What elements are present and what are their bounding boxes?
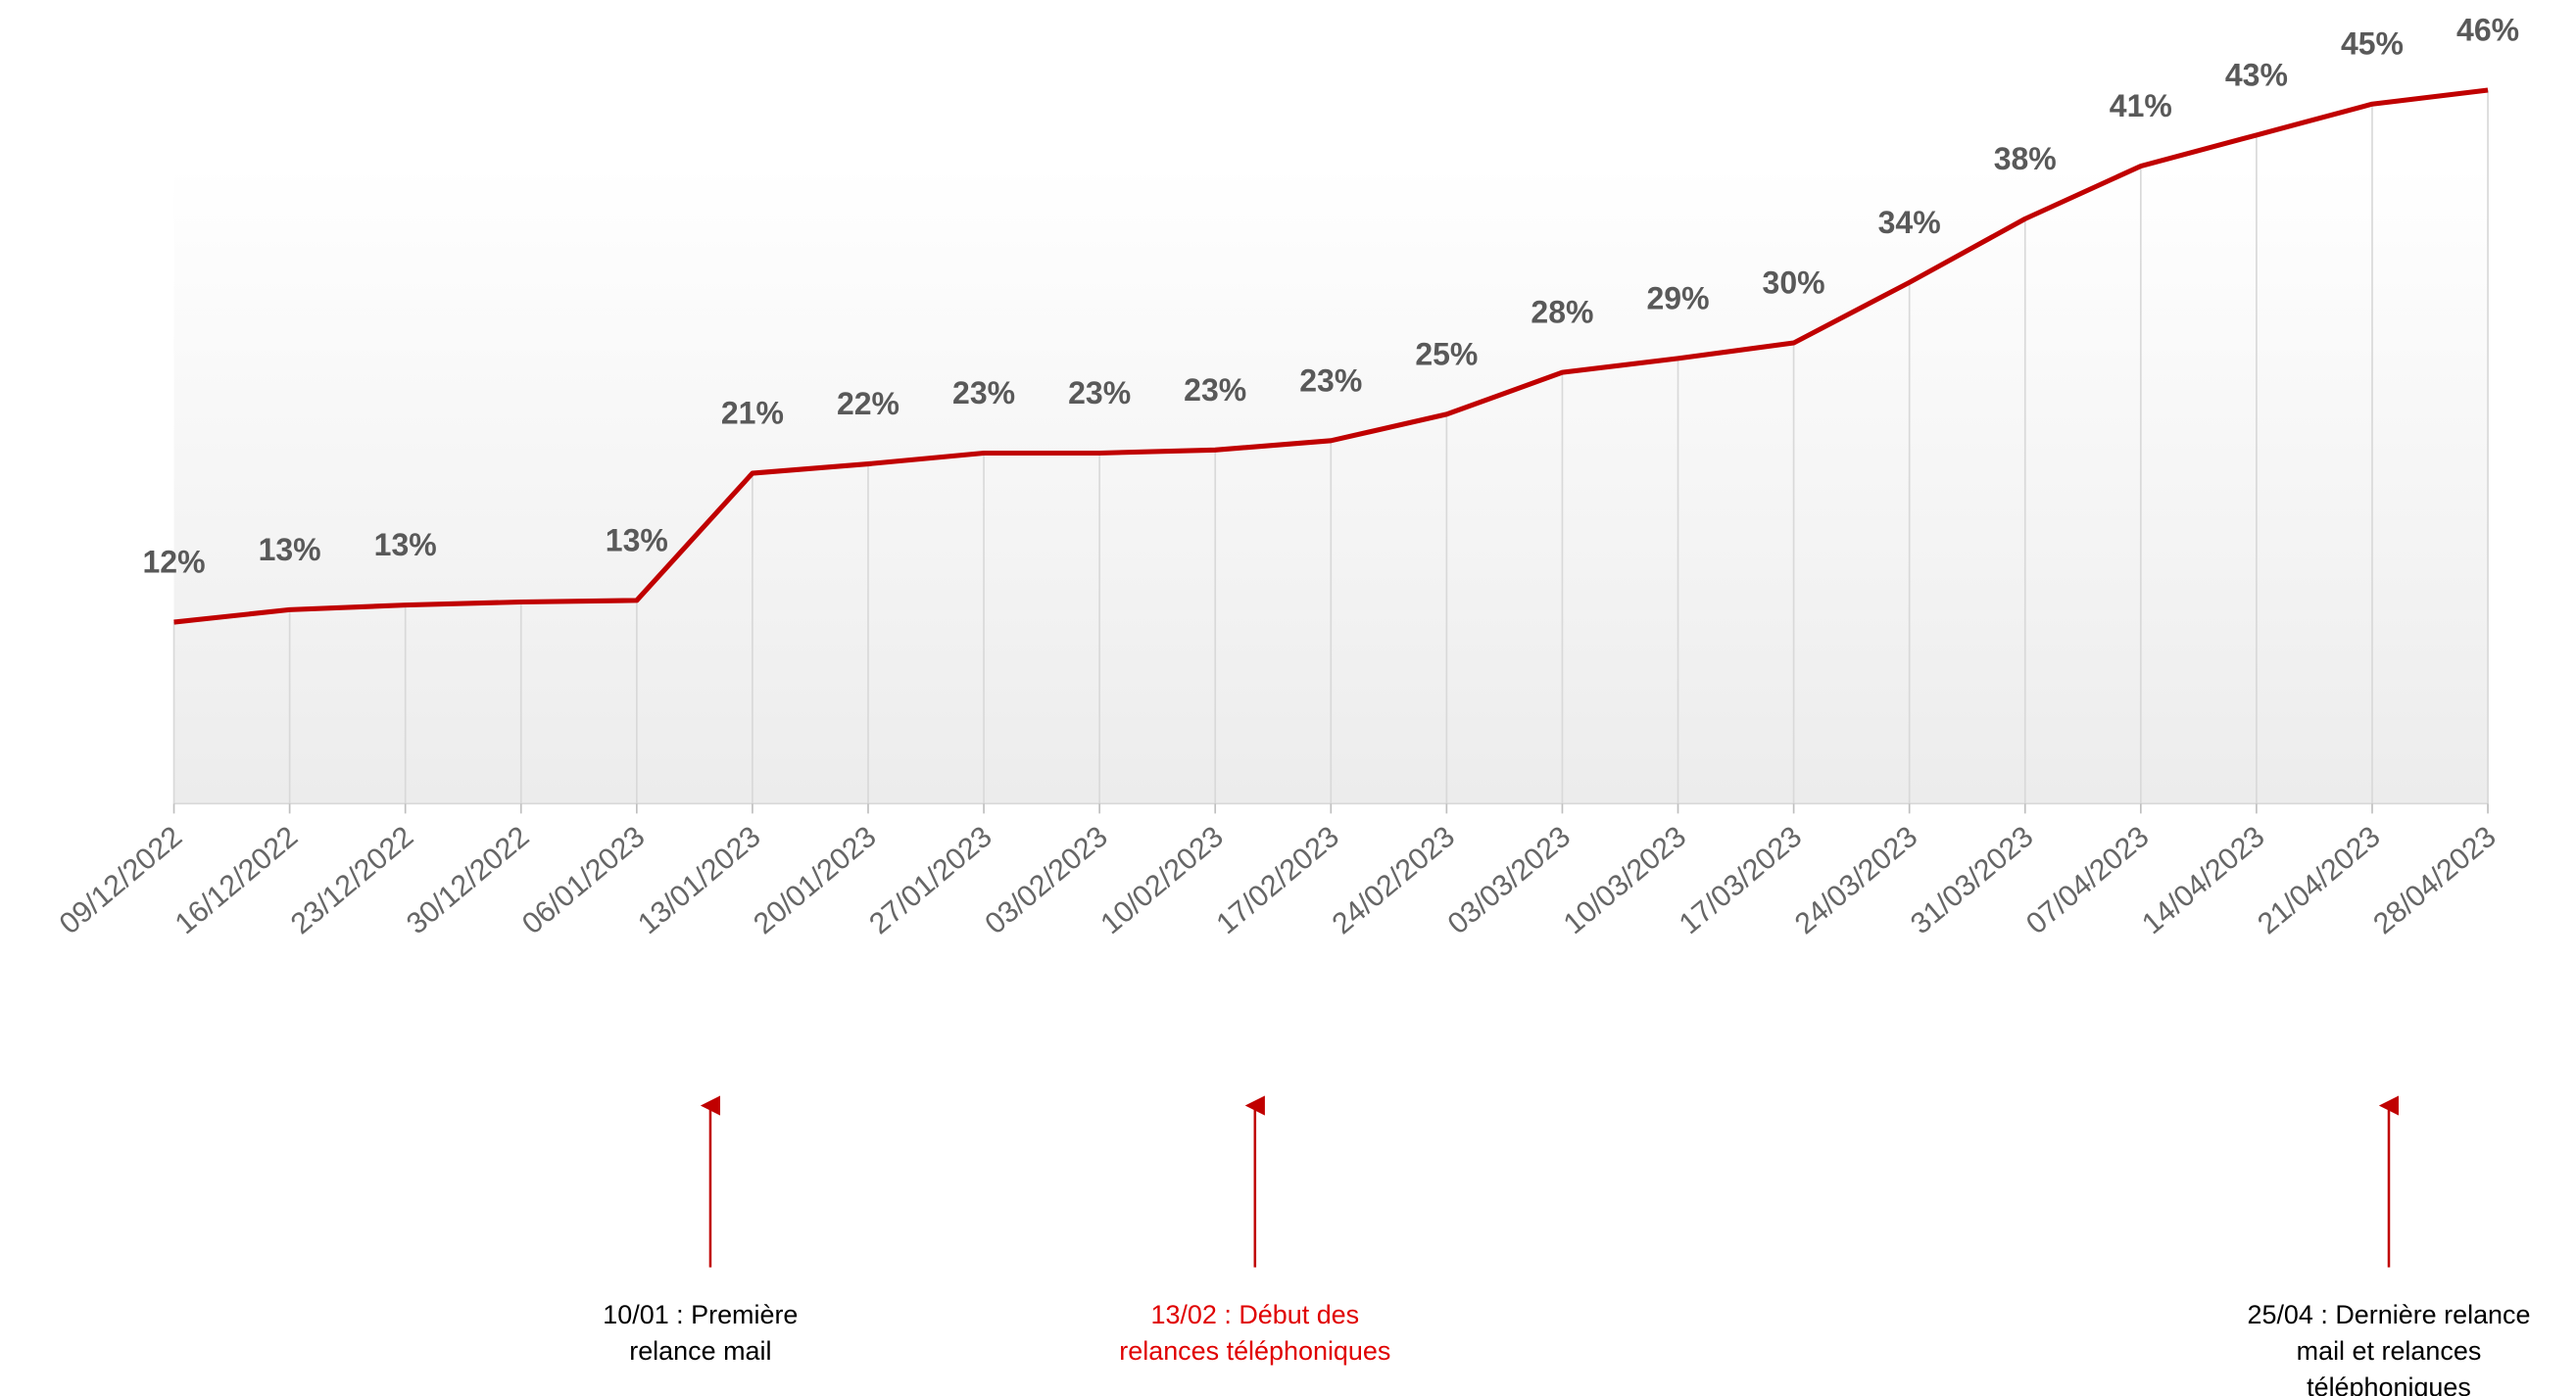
data-label: 22% [837, 386, 899, 421]
data-label: 46% [2456, 12, 2519, 47]
data-label: 29% [1646, 280, 1709, 315]
data-label: 13% [606, 522, 668, 557]
data-label: 21% [721, 396, 784, 431]
data-label: 38% [1994, 141, 2057, 176]
x-tick-label: 03/02/2023 [979, 820, 1113, 940]
line [173, 87, 2489, 625]
data-label: 13% [259, 532, 321, 567]
data-label: 41% [2110, 88, 2172, 123]
data-label: 13% [374, 527, 437, 562]
x-tick-label: 17/02/2023 [1211, 820, 1345, 940]
data-label: 23% [1184, 372, 1246, 408]
x-tick-label: 23/12/2022 [285, 820, 419, 940]
data-label: 23% [1068, 375, 1131, 410]
x-tick-label: 27/01/2023 [863, 820, 997, 940]
x-tick-label: 17/03/2023 [1674, 820, 1808, 940]
x-tick-label: 30/12/2022 [401, 820, 535, 940]
annotation-text: relances téléphoniques [1119, 1336, 1390, 1366]
annotation-text: 10/01 : Première [603, 1300, 798, 1329]
x-tick-label: 24/02/2023 [1327, 820, 1461, 940]
data-label: 23% [952, 375, 1015, 410]
annotation-text: téléphoniques [2307, 1372, 2471, 1396]
x-tick-label: 09/12/2022 [54, 820, 188, 940]
data-label: 28% [1531, 295, 1593, 330]
annotation-text: relance mail [629, 1336, 771, 1366]
x-tick-label: 10/02/2023 [1094, 820, 1229, 940]
x-tick-label: 03/03/2023 [1442, 820, 1577, 940]
x-tick-label: 06/01/2023 [516, 820, 651, 940]
data-label: 45% [2341, 26, 2404, 62]
data-label: 34% [1878, 205, 1941, 240]
x-tick-label: 16/12/2022 [170, 820, 304, 940]
annotation-text: mail et relances [2297, 1336, 2482, 1366]
data-label: 30% [1763, 265, 1825, 301]
data-label: 12% [143, 545, 206, 580]
data-label: 43% [2225, 57, 2288, 92]
x-tick-label: 24/03/2023 [1789, 820, 1923, 940]
x-tick-label: 07/04/2023 [2020, 820, 2155, 940]
x-tick-label: 14/04/2023 [2136, 820, 2270, 940]
x-tick-label: 28/04/2023 [2367, 820, 2502, 940]
x-tick-label: 13/01/2023 [632, 820, 766, 940]
annotation-text: 25/04 : Dernière relance [2247, 1300, 2530, 1329]
x-tick-label: 20/01/2023 [748, 820, 882, 940]
data-label: 25% [1415, 336, 1478, 371]
data-label: 23% [1299, 362, 1362, 398]
x-tick-label: 21/04/2023 [2252, 820, 2386, 940]
x-tick-label: 10/03/2023 [1558, 820, 1692, 940]
x-tick-label: 31/03/2023 [1905, 820, 2039, 940]
annotation-text: 13/02 : Début des [1150, 1300, 1359, 1329]
